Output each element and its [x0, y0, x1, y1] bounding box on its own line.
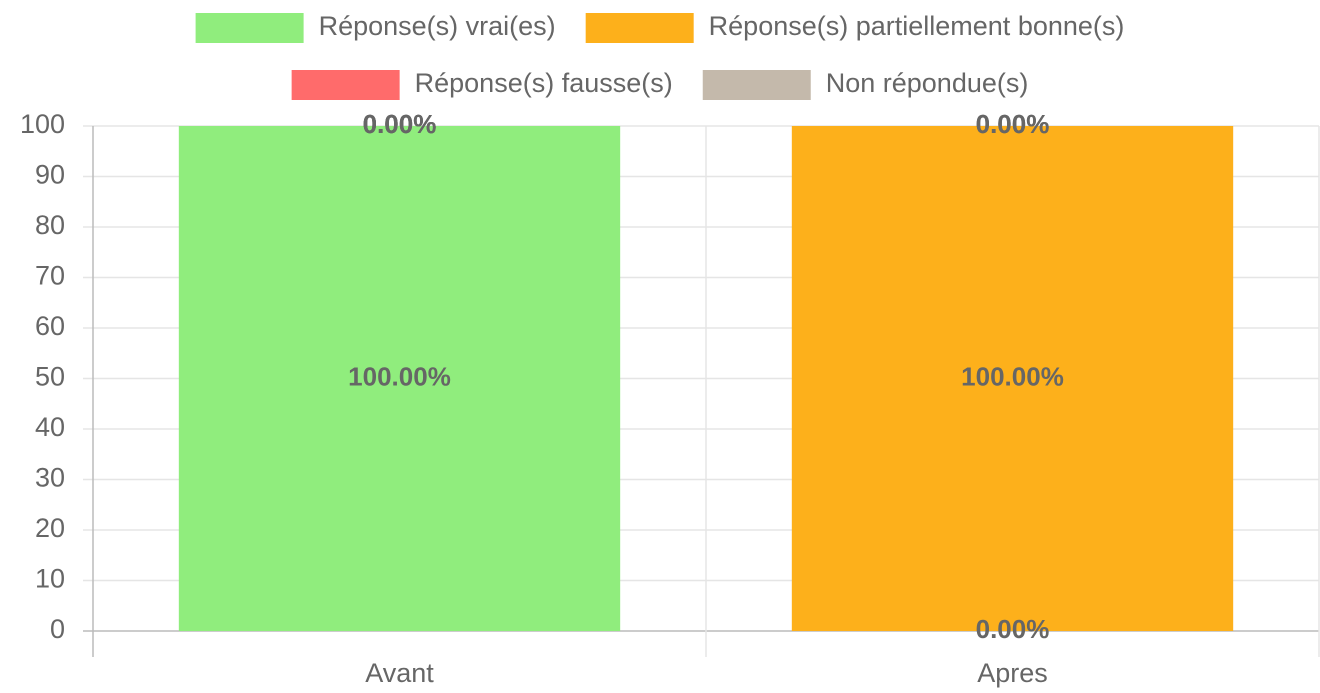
- legend-label: Non répondue(s): [826, 68, 1029, 98]
- legend-swatch: [585, 13, 694, 43]
- legend-swatch: [702, 70, 811, 100]
- legend-swatch: [291, 70, 400, 100]
- data-label: 0.00%: [976, 109, 1050, 139]
- y-tick-label: 20: [35, 513, 65, 543]
- y-tick-label: 10: [35, 564, 65, 594]
- x-tick-label: Avant: [365, 658, 434, 688]
- data-label: 0.00%: [363, 109, 437, 139]
- legend-label: Réponse(s) vrai(es): [319, 11, 556, 41]
- bar-segment: [178, 126, 621, 631]
- x-tick-label: Apres: [977, 658, 1048, 688]
- y-tick-label: 70: [35, 261, 65, 291]
- data-label: 0.00%: [976, 109, 1050, 139]
- legend-label: Réponse(s) partiellement bonne(s): [709, 11, 1125, 41]
- data-label: 0.00%: [363, 109, 437, 139]
- y-tick-label: 90: [35, 160, 65, 190]
- data-label: 100.00%: [961, 361, 1064, 391]
- bar-segment: [791, 126, 1234, 631]
- y-tick-label: 60: [35, 311, 65, 341]
- y-tick-label: 0: [50, 614, 65, 644]
- y-tick-label: 50: [35, 362, 65, 392]
- legend-label: Réponse(s) fausse(s): [415, 68, 673, 98]
- data-label: 0.00%: [976, 614, 1050, 644]
- y-tick-label: 100: [20, 109, 65, 139]
- y-tick-label: 40: [35, 412, 65, 442]
- y-tick-label: 80: [35, 210, 65, 240]
- data-label: 0.00%: [363, 109, 437, 139]
- y-tick-label: 30: [35, 463, 65, 493]
- legend-swatch: [195, 13, 304, 43]
- data-label: 100.00%: [348, 361, 451, 391]
